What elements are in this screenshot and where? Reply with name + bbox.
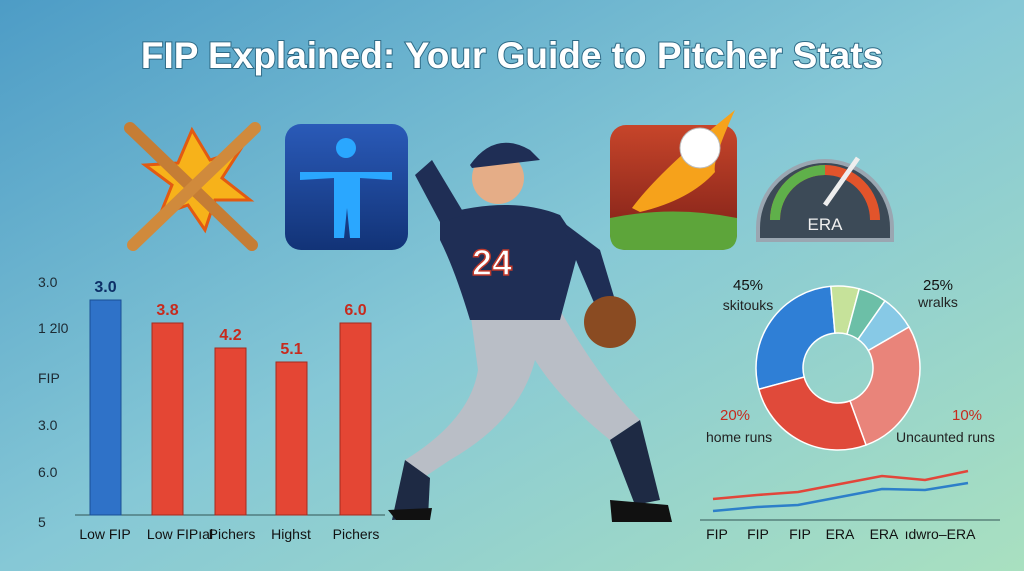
axis-label: FIP [38, 370, 60, 386]
category-label: Low FIPıal [147, 526, 213, 542]
category-label: Highst [271, 526, 311, 542]
percent-label: 45% [733, 277, 763, 294]
bar [339, 322, 372, 516]
axis-label: 5 [38, 514, 46, 530]
value-label: 5.1 [280, 341, 302, 358]
segment-label: wralks [917, 294, 958, 310]
percent-label: 20% [720, 407, 750, 424]
red-line [712, 469, 969, 501]
value-label: 3.0 [94, 279, 116, 296]
title: FIP Explained: Your Guide to Pitcher Sta… [141, 35, 883, 76]
bar [275, 361, 308, 516]
category-label: ERA [826, 526, 855, 542]
fireball-icon [610, 110, 737, 250]
percent-label: 10% [952, 407, 982, 424]
value-label: 3.8 [156, 302, 178, 319]
value-label: 6.0 [344, 302, 366, 319]
gauge-icon: ERA [756, 156, 894, 242]
segment-label: skitouks [723, 297, 774, 313]
category-label: Pichers [333, 526, 380, 542]
axis-label: 1 2l0 [38, 320, 69, 336]
bats-icon [124, 122, 261, 251]
category-label: FIP [706, 526, 728, 542]
donut-slice [757, 376, 868, 451]
pitcher: 24 [388, 142, 672, 522]
axis-label: 6.0 [38, 464, 58, 480]
category-label: Low FIP [79, 526, 130, 542]
donut-panel: 45% skitouks 25%wralks 20% home runs 10% Uncau… [706, 277, 995, 451]
axis-label: 3.0 [38, 274, 58, 290]
category-label: ERA [870, 526, 899, 542]
segment-label: Uncaunted runs [896, 429, 995, 445]
category-label: FIP [789, 526, 811, 542]
percent-label: 25% [923, 277, 953, 294]
segment-label: home runs [706, 429, 772, 445]
axis-label: 3.0 [38, 417, 58, 433]
jersey-number: 24 [472, 242, 512, 283]
category-label: Pichers [209, 526, 256, 542]
donut-slice [849, 325, 921, 447]
blue-line [712, 481, 969, 513]
value-label: 4.2 [219, 327, 241, 344]
bar [151, 322, 184, 516]
bar [89, 299, 122, 516]
bar [214, 347, 247, 516]
category-label: ıdwro–ERA [905, 526, 976, 542]
gauge-label: ERA [808, 215, 844, 234]
person-icon [285, 124, 408, 250]
category-label: FIP [747, 526, 769, 542]
line-panel: FIP FIP FIP ERA ERA ıdwro–ERA [700, 469, 1000, 542]
donut-slice [755, 285, 836, 391]
bar-panel: 3.0 1 2l0 FIP 3.0 6.0 5 3.0 Low FIP 3.8 Low FIPı… [38, 274, 385, 542]
